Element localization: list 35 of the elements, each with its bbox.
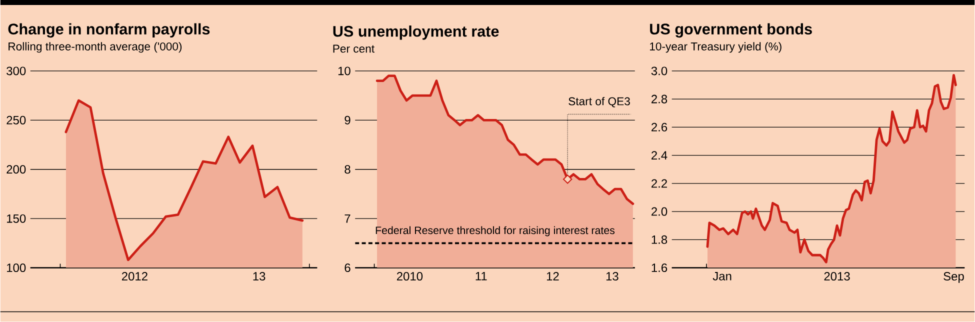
- y-tick-label: 9: [344, 116, 350, 125]
- y-tick-label: 8: [344, 165, 350, 174]
- annotation: Start of QE3: [568, 97, 630, 108]
- y-tick-label: 150: [7, 214, 26, 223]
- x-tick-label: 2012: [122, 272, 148, 281]
- y-tick-label: 1.6: [652, 264, 668, 272]
- y-tick-label: 250: [6, 116, 26, 125]
- y-tick-label: 100: [7, 264, 26, 272]
- y-tick-label: 2.4: [652, 151, 668, 160]
- y-tick-label: 2.6: [652, 123, 668, 132]
- chart-subtitle: Per cent: [333, 44, 374, 53]
- chart-title: US unemployment rate: [333, 26, 499, 40]
- y-tick-label: 2.8: [652, 94, 668, 104]
- x-tick-label: Jan: [712, 272, 732, 281]
- x-tick-label: 2010: [396, 272, 423, 281]
- y-tick-label: 300: [6, 66, 26, 76]
- chart-title: Change in nonfarm payrolls: [8, 23, 210, 38]
- y-tick-label: 7: [344, 214, 350, 223]
- x-tick-label: 13: [606, 272, 618, 281]
- chart-subtitle: Rolling three-month average ('000): [8, 42, 182, 53]
- y-tick-label: 10: [338, 66, 350, 76]
- y-tick-label: 3.0: [651, 66, 668, 76]
- y-tick-label: 6: [344, 264, 350, 272]
- y-tick-label: 2.2: [652, 179, 667, 188]
- x-tick-label: 13: [253, 272, 266, 281]
- ref-line-label: Federal Reserve threshold for raising interest rates: [376, 226, 615, 236]
- y-tick-label: 200: [6, 165, 26, 174]
- y-tick-label: 1.8: [652, 236, 668, 244]
- chart-subtitle: 10-year Treasury yield (%): [650, 42, 782, 53]
- x-tick-label: Sep: [944, 272, 964, 284]
- x-tick-label: 12: [546, 272, 559, 281]
- x-tick-label: 2013: [824, 272, 850, 281]
- y-tick-label: 2.0: [652, 207, 668, 216]
- chart-title: US government bonds: [650, 23, 812, 38]
- x-tick-label: 11: [476, 272, 487, 280]
